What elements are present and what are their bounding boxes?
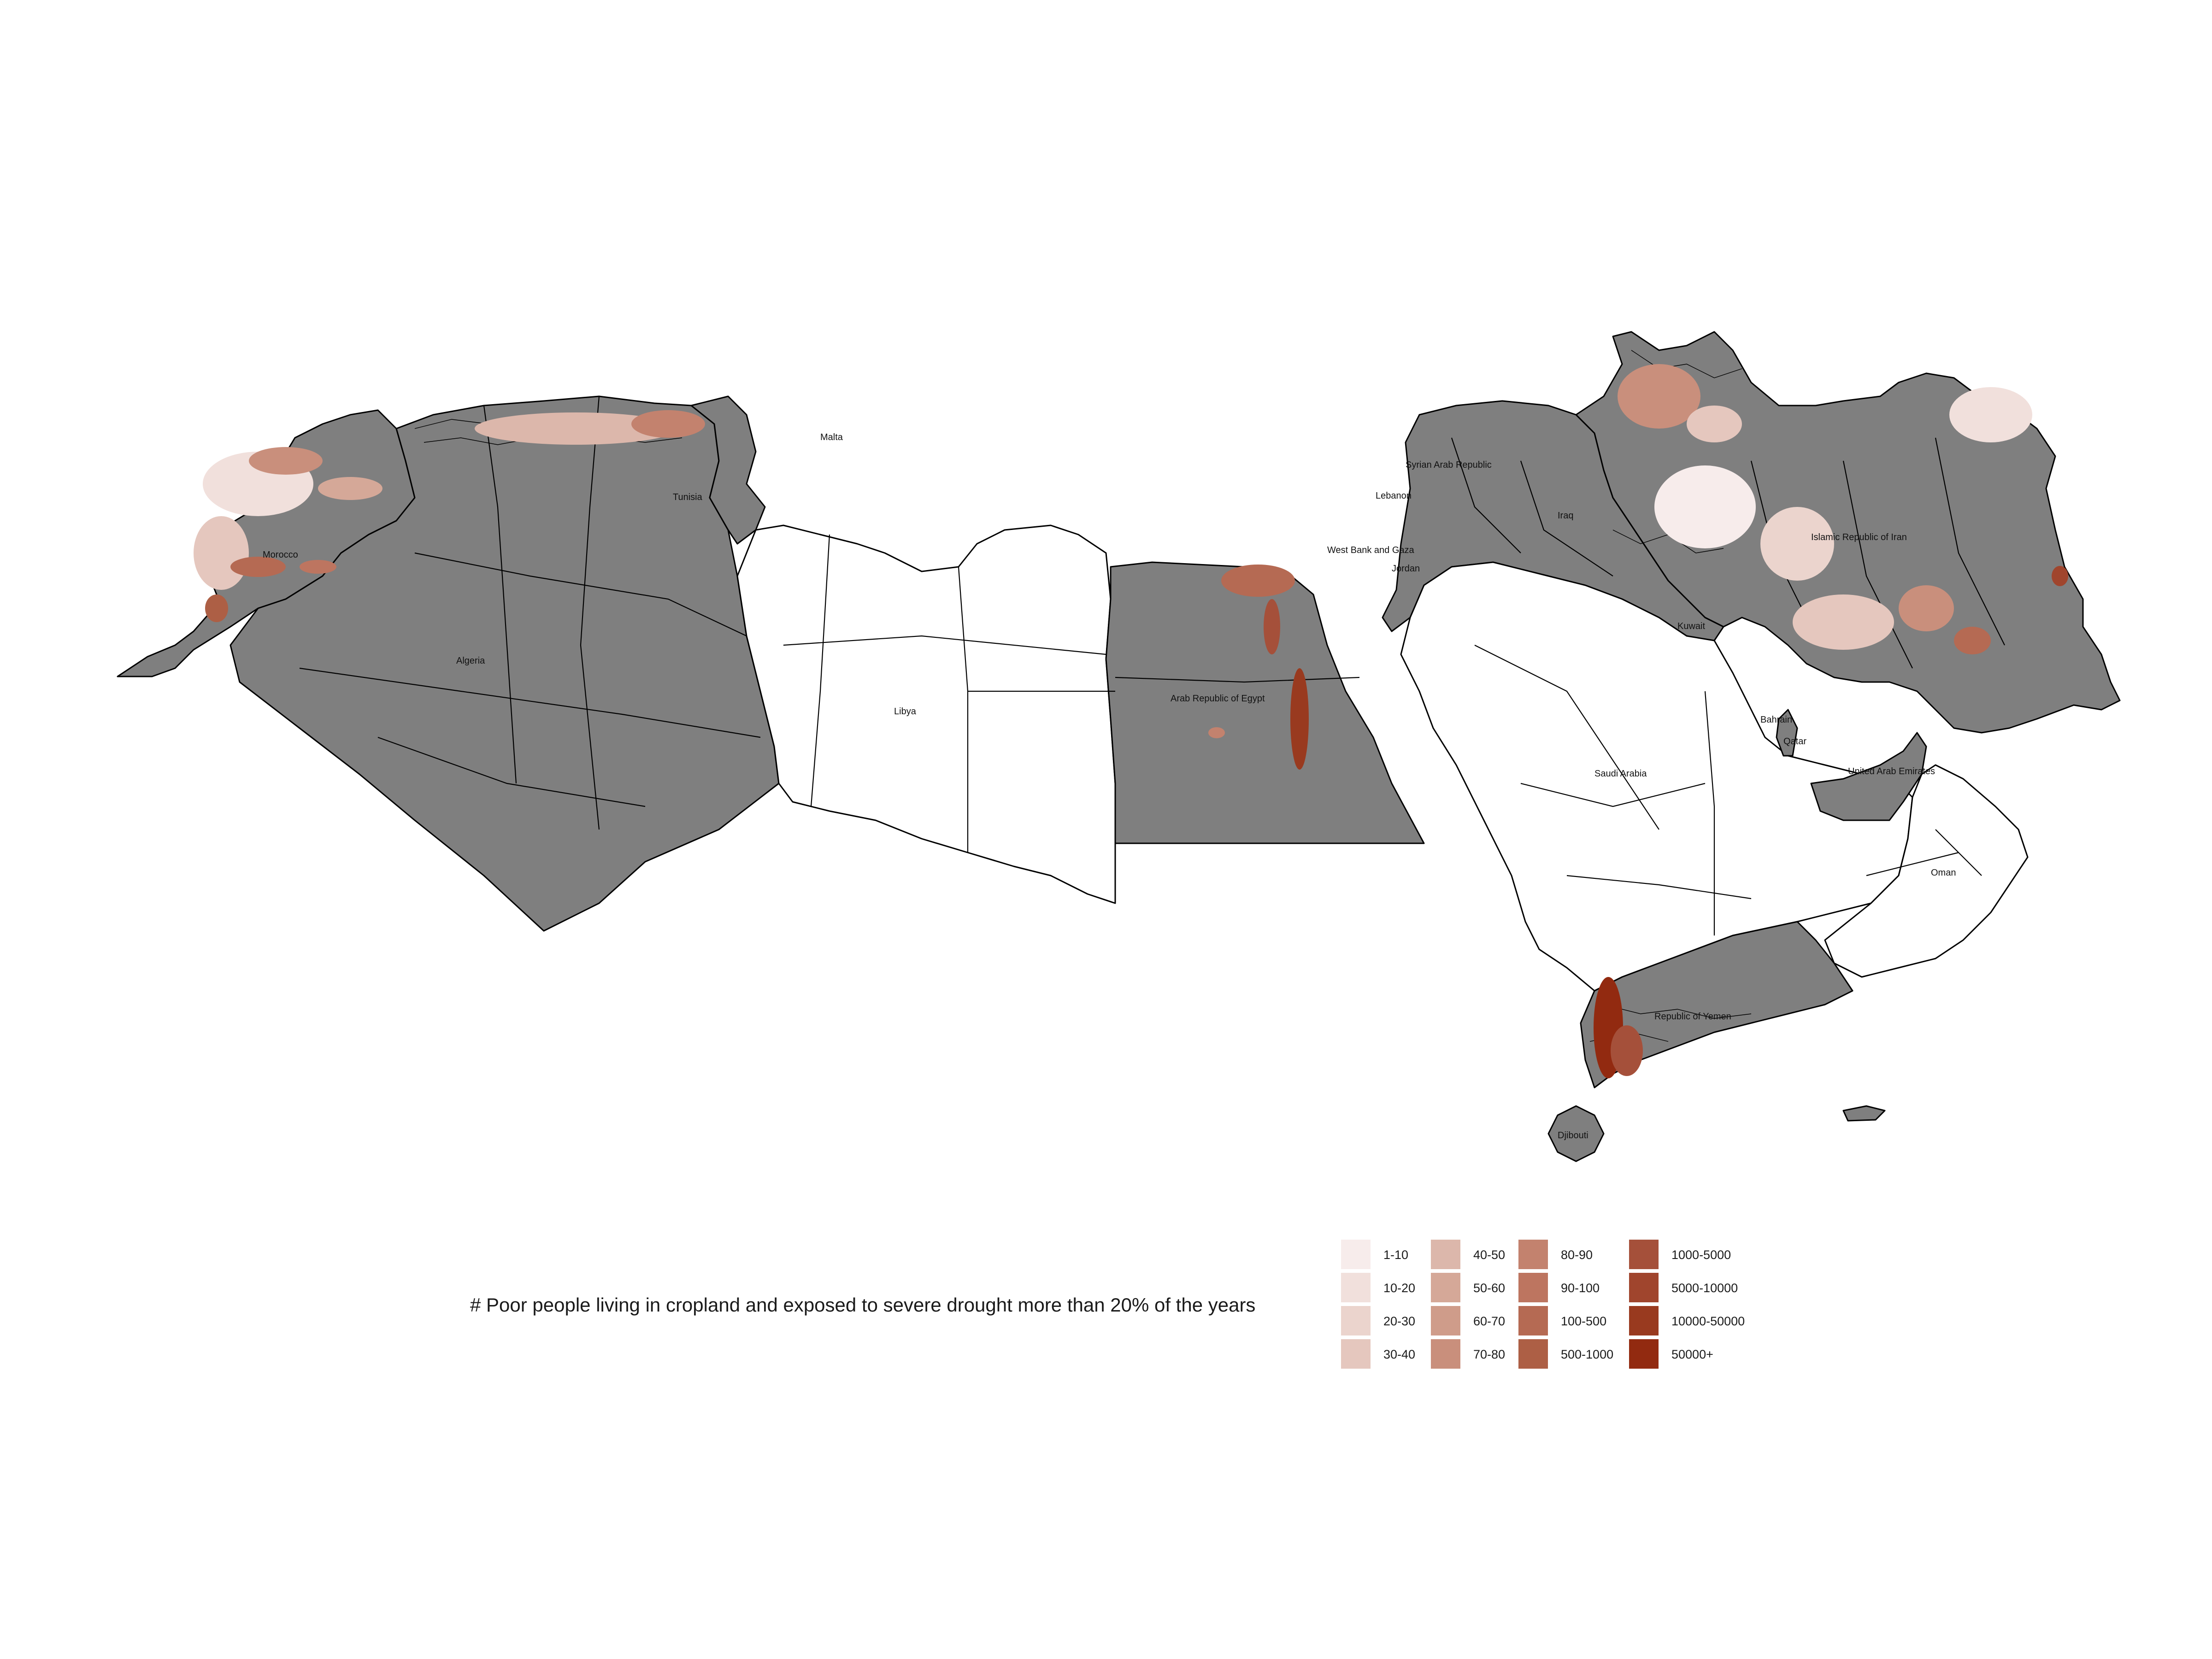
label-saudi: Saudi Arabia <box>1594 769 1647 779</box>
label-iran: Islamic Republic of Iran <box>1811 532 1907 542</box>
label-algeria: Algeria <box>456 656 485 666</box>
label-uae: United Arab Emirates <box>1848 766 1935 777</box>
region-uae <box>1810 732 1927 821</box>
label-tunisia: Tunisia <box>673 492 703 502</box>
region-oman <box>1824 764 2029 978</box>
region-yemen <box>1580 921 1853 1088</box>
label-egypt: Arab Republic of Egypt <box>1171 694 1265 704</box>
region-egypt <box>1105 561 1425 844</box>
label-iraq: Iraq <box>1558 511 1573 521</box>
label-malta: Malta <box>820 432 843 442</box>
label-westbank: West Bank and Gaza <box>1327 545 1415 555</box>
label-syria: Syrian Arab Republic <box>1406 460 1492 470</box>
label-yemen: Republic of Yemen <box>1654 1012 1731 1022</box>
label-oman: Oman <box>1931 868 1956 878</box>
label-jordan: Jordan <box>1392 564 1420 574</box>
region-socotra <box>1842 1105 1886 1122</box>
region-qatar <box>1776 709 1798 757</box>
label-bahrain: Bahrain <box>1760 715 1792 725</box>
label-djibouti: Djibouti <box>1558 1130 1588 1141</box>
label-qatar: Qatar <box>1783 736 1806 747</box>
label-libya: Libya <box>894 706 917 717</box>
label-kuwait: Kuwait <box>1677 621 1705 631</box>
label-lebanon: Lebanon <box>1376 491 1412 501</box>
region-libya <box>736 524 1116 904</box>
exposure-hotspots <box>194 364 2068 1078</box>
region-djibouti <box>1547 1105 1605 1162</box>
label-morocco: Morocco <box>263 550 298 560</box>
country-labels: Malta Tunisia Morocco Algeria Libya Arab… <box>263 432 1956 1141</box>
